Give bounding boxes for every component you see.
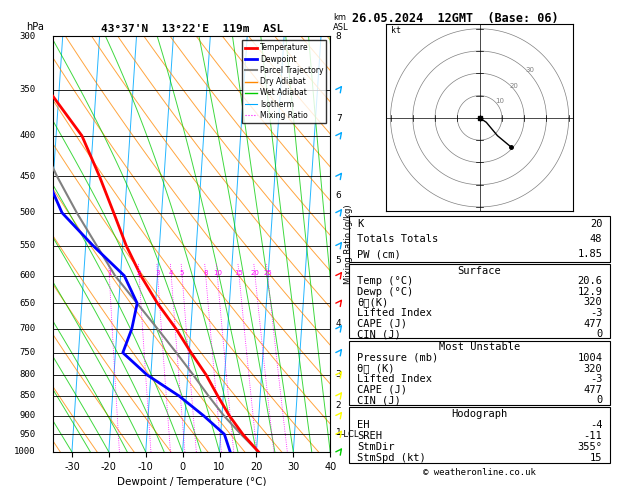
- Text: 3: 3: [155, 270, 160, 276]
- Text: 1004: 1004: [577, 353, 603, 363]
- Text: Surface: Surface: [458, 266, 501, 276]
- Text: 20: 20: [250, 270, 260, 276]
- Text: 26.05.2024  12GMT  (Base: 06): 26.05.2024 12GMT (Base: 06): [352, 12, 559, 25]
- Text: 500: 500: [19, 208, 35, 217]
- Text: 12.9: 12.9: [577, 287, 603, 297]
- Text: Pressure (mb): Pressure (mb): [357, 353, 438, 363]
- Text: 20.6: 20.6: [577, 276, 603, 286]
- Text: Lifted Index: Lifted Index: [357, 308, 432, 318]
- Text: 25: 25: [264, 270, 272, 276]
- Text: 800: 800: [19, 370, 35, 380]
- Text: 20: 20: [590, 219, 603, 229]
- Text: 1.85: 1.85: [577, 249, 603, 259]
- Text: kt: kt: [391, 26, 401, 35]
- Text: CIN (J): CIN (J): [357, 329, 401, 339]
- Text: km
ASL: km ASL: [333, 13, 348, 32]
- Text: © weatheronline.co.uk: © weatheronline.co.uk: [423, 469, 536, 477]
- Text: 750: 750: [19, 348, 35, 357]
- Text: 400: 400: [19, 131, 35, 140]
- Text: —LCL: —LCL: [336, 430, 359, 439]
- Text: 700: 700: [19, 324, 35, 333]
- Text: SREH: SREH: [357, 431, 382, 441]
- Text: 1000: 1000: [14, 448, 35, 456]
- X-axis label: Dewpoint / Temperature (°C): Dewpoint / Temperature (°C): [117, 477, 267, 486]
- Text: Mixing Ratio (g/kg): Mixing Ratio (g/kg): [343, 205, 353, 284]
- Text: 10: 10: [213, 270, 222, 276]
- Text: Most Unstable: Most Unstable: [439, 342, 520, 352]
- Text: StmSpd (kt): StmSpd (kt): [357, 453, 426, 463]
- Text: 0: 0: [596, 396, 603, 405]
- Text: 4: 4: [169, 270, 174, 276]
- Title: 43°37'N  13°22'E  119m  ASL: 43°37'N 13°22'E 119m ASL: [101, 24, 283, 35]
- Text: 1: 1: [336, 428, 342, 437]
- Text: K: K: [357, 219, 363, 229]
- Text: CAPE (J): CAPE (J): [357, 319, 407, 329]
- Text: 15: 15: [235, 270, 243, 276]
- Text: 7: 7: [336, 114, 342, 122]
- Text: θᴄ(K): θᴄ(K): [357, 297, 388, 308]
- Text: 550: 550: [19, 241, 35, 250]
- Text: PW (cm): PW (cm): [357, 249, 401, 259]
- Text: CAPE (J): CAPE (J): [357, 385, 407, 395]
- Text: 320: 320: [584, 297, 603, 308]
- Text: 0: 0: [596, 329, 603, 339]
- Text: -3: -3: [590, 374, 603, 384]
- Text: 300: 300: [19, 32, 35, 41]
- Text: 10: 10: [495, 98, 504, 104]
- Text: 950: 950: [19, 430, 35, 439]
- Text: StmDir: StmDir: [357, 442, 394, 452]
- Text: 8: 8: [336, 32, 342, 41]
- Text: 355°: 355°: [577, 442, 603, 452]
- Text: Totals Totals: Totals Totals: [357, 234, 438, 244]
- Text: 8: 8: [203, 270, 208, 276]
- Text: EH: EH: [357, 420, 369, 430]
- Text: 650: 650: [19, 299, 35, 308]
- Text: 5: 5: [180, 270, 184, 276]
- Text: Hodograph: Hodograph: [452, 409, 508, 418]
- Text: 3: 3: [336, 370, 342, 380]
- Text: 6: 6: [336, 191, 342, 200]
- Text: hPa: hPa: [26, 22, 43, 32]
- Text: 30: 30: [525, 68, 534, 73]
- Text: 850: 850: [19, 391, 35, 400]
- Text: 48: 48: [590, 234, 603, 244]
- Bar: [349, 264, 610, 338]
- Text: 450: 450: [19, 172, 35, 181]
- Text: θᴄ (K): θᴄ (K): [357, 364, 394, 374]
- Text: -3: -3: [590, 308, 603, 318]
- Bar: [349, 341, 610, 405]
- Text: 2: 2: [336, 401, 342, 410]
- Text: 2: 2: [137, 270, 142, 276]
- Bar: [349, 407, 610, 463]
- Text: CIN (J): CIN (J): [357, 396, 401, 405]
- Text: -11: -11: [584, 431, 603, 441]
- Text: Lifted Index: Lifted Index: [357, 374, 432, 384]
- Text: 5: 5: [336, 257, 342, 265]
- Text: 20: 20: [510, 83, 519, 88]
- Text: 477: 477: [584, 319, 603, 329]
- Text: 320: 320: [584, 364, 603, 374]
- Text: -4: -4: [590, 420, 603, 430]
- Text: 1: 1: [107, 270, 111, 276]
- Text: 600: 600: [19, 271, 35, 280]
- Text: 477: 477: [584, 385, 603, 395]
- Text: Dewp (°C): Dewp (°C): [357, 287, 413, 297]
- Text: 15: 15: [590, 453, 603, 463]
- Text: Temp (°C): Temp (°C): [357, 276, 413, 286]
- Bar: [349, 216, 610, 262]
- Legend: Temperature, Dewpoint, Parcel Trajectory, Dry Adiabat, Wet Adiabat, Isotherm, Mi: Temperature, Dewpoint, Parcel Trajectory…: [242, 40, 326, 123]
- Text: 350: 350: [19, 85, 35, 94]
- Text: 4: 4: [336, 319, 342, 329]
- Text: 900: 900: [19, 411, 35, 420]
